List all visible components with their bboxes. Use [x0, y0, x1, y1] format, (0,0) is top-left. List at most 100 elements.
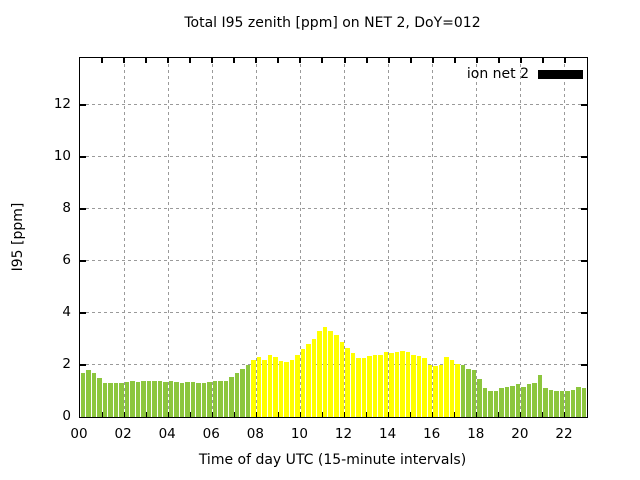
y-tick-label: 6 — [62, 251, 71, 268]
x-bottom-tick — [431, 412, 434, 417]
bar — [102, 383, 108, 417]
x-top-tick — [475, 58, 478, 63]
bar — [146, 380, 152, 417]
y-major-tick — [80, 259, 86, 262]
y-tick-label: 12 — [53, 95, 71, 112]
x-tick-label: 10 — [290, 426, 309, 442]
x-bottom-tick — [321, 412, 324, 417]
bar — [482, 388, 488, 417]
x-top-tick — [519, 58, 522, 63]
chart-title: Total I95 zenith [ppm] on NET 2, DoY=012 — [184, 15, 481, 31]
v-gridline — [564, 58, 566, 417]
h-gridline — [80, 260, 587, 262]
x-bottom-tick — [255, 412, 258, 417]
x-top-tick — [145, 58, 148, 63]
y-major-tick — [80, 207, 86, 210]
y-major-tick — [80, 155, 86, 158]
y-major-tick — [581, 103, 587, 106]
x-top-tick — [453, 58, 456, 63]
bar — [576, 387, 581, 417]
bar — [444, 357, 449, 417]
bar — [499, 388, 504, 417]
x-bottom-tick — [145, 412, 148, 417]
bar — [223, 380, 229, 417]
bar — [119, 383, 124, 417]
bar — [334, 335, 339, 417]
bar — [537, 375, 543, 417]
x-bottom-tick — [343, 412, 346, 417]
bar — [317, 331, 322, 417]
bar — [345, 348, 350, 417]
bar — [515, 384, 521, 417]
x-tick-label: 16 — [423, 426, 441, 442]
v-gridline — [255, 58, 257, 417]
bar — [367, 355, 372, 417]
v-gridline — [388, 58, 390, 417]
bar — [141, 380, 146, 417]
x-top-tick — [431, 58, 434, 63]
bar — [493, 391, 499, 417]
bar — [526, 384, 532, 417]
x-tick-label: 06 — [202, 426, 220, 442]
bar — [554, 391, 559, 417]
x-tick-label: 14 — [379, 426, 397, 442]
bar — [190, 381, 196, 417]
bar — [372, 354, 378, 417]
x-tick-label: 20 — [511, 426, 529, 442]
x-tick-label: 02 — [114, 426, 132, 442]
x-bottom-tick — [563, 412, 566, 417]
y-major-tick — [581, 207, 587, 210]
x-top-tick — [497, 58, 500, 63]
x-top-tick — [299, 58, 302, 63]
bar — [251, 359, 256, 417]
x-bottom-tick — [497, 412, 500, 417]
bar — [389, 353, 394, 417]
y-tick-label: 4 — [62, 303, 71, 320]
bar — [212, 380, 218, 417]
x-top-tick — [123, 58, 126, 63]
bar — [108, 383, 113, 417]
x-top-tick — [233, 58, 236, 63]
bar — [234, 372, 240, 417]
v-gridline — [432, 58, 434, 417]
bar — [256, 357, 262, 417]
y-major-tick — [581, 259, 587, 262]
x-tick-label: 12 — [334, 426, 353, 442]
bar — [350, 353, 356, 417]
x-top-tick — [189, 58, 192, 63]
x-bottom-tick — [101, 412, 104, 417]
bar — [466, 368, 471, 417]
bar — [152, 380, 157, 417]
bar — [559, 391, 565, 417]
x-bottom-tick — [541, 412, 544, 417]
bar — [328, 331, 333, 417]
x-bottom-tick — [409, 412, 412, 417]
bar — [295, 354, 300, 417]
bar — [86, 370, 91, 417]
x-bottom-tick — [365, 412, 368, 417]
bar — [262, 359, 267, 417]
v-gridline — [299, 58, 301, 417]
bar — [510, 385, 515, 417]
x-top-tick — [167, 58, 170, 63]
x-bottom-tick — [475, 412, 478, 417]
bar — [113, 383, 119, 417]
x-tick-label: 22 — [555, 426, 573, 442]
y-major-tick — [581, 311, 587, 314]
y-major-tick — [80, 311, 86, 314]
x-top-tick — [541, 58, 544, 63]
bar — [174, 381, 179, 417]
h-gridline — [80, 156, 587, 158]
y-major-tick — [80, 363, 86, 366]
bar — [565, 391, 570, 417]
x-bottom-tick — [387, 412, 390, 417]
bar — [361, 358, 367, 417]
bar — [400, 350, 405, 417]
bar — [130, 380, 135, 417]
bar — [179, 383, 185, 417]
bar — [449, 359, 455, 417]
bar — [300, 349, 306, 417]
x-axis-label: Time of day UTC (15-minute intervals) — [198, 452, 467, 468]
y-tick-label: 2 — [62, 355, 71, 372]
bar — [157, 380, 163, 417]
